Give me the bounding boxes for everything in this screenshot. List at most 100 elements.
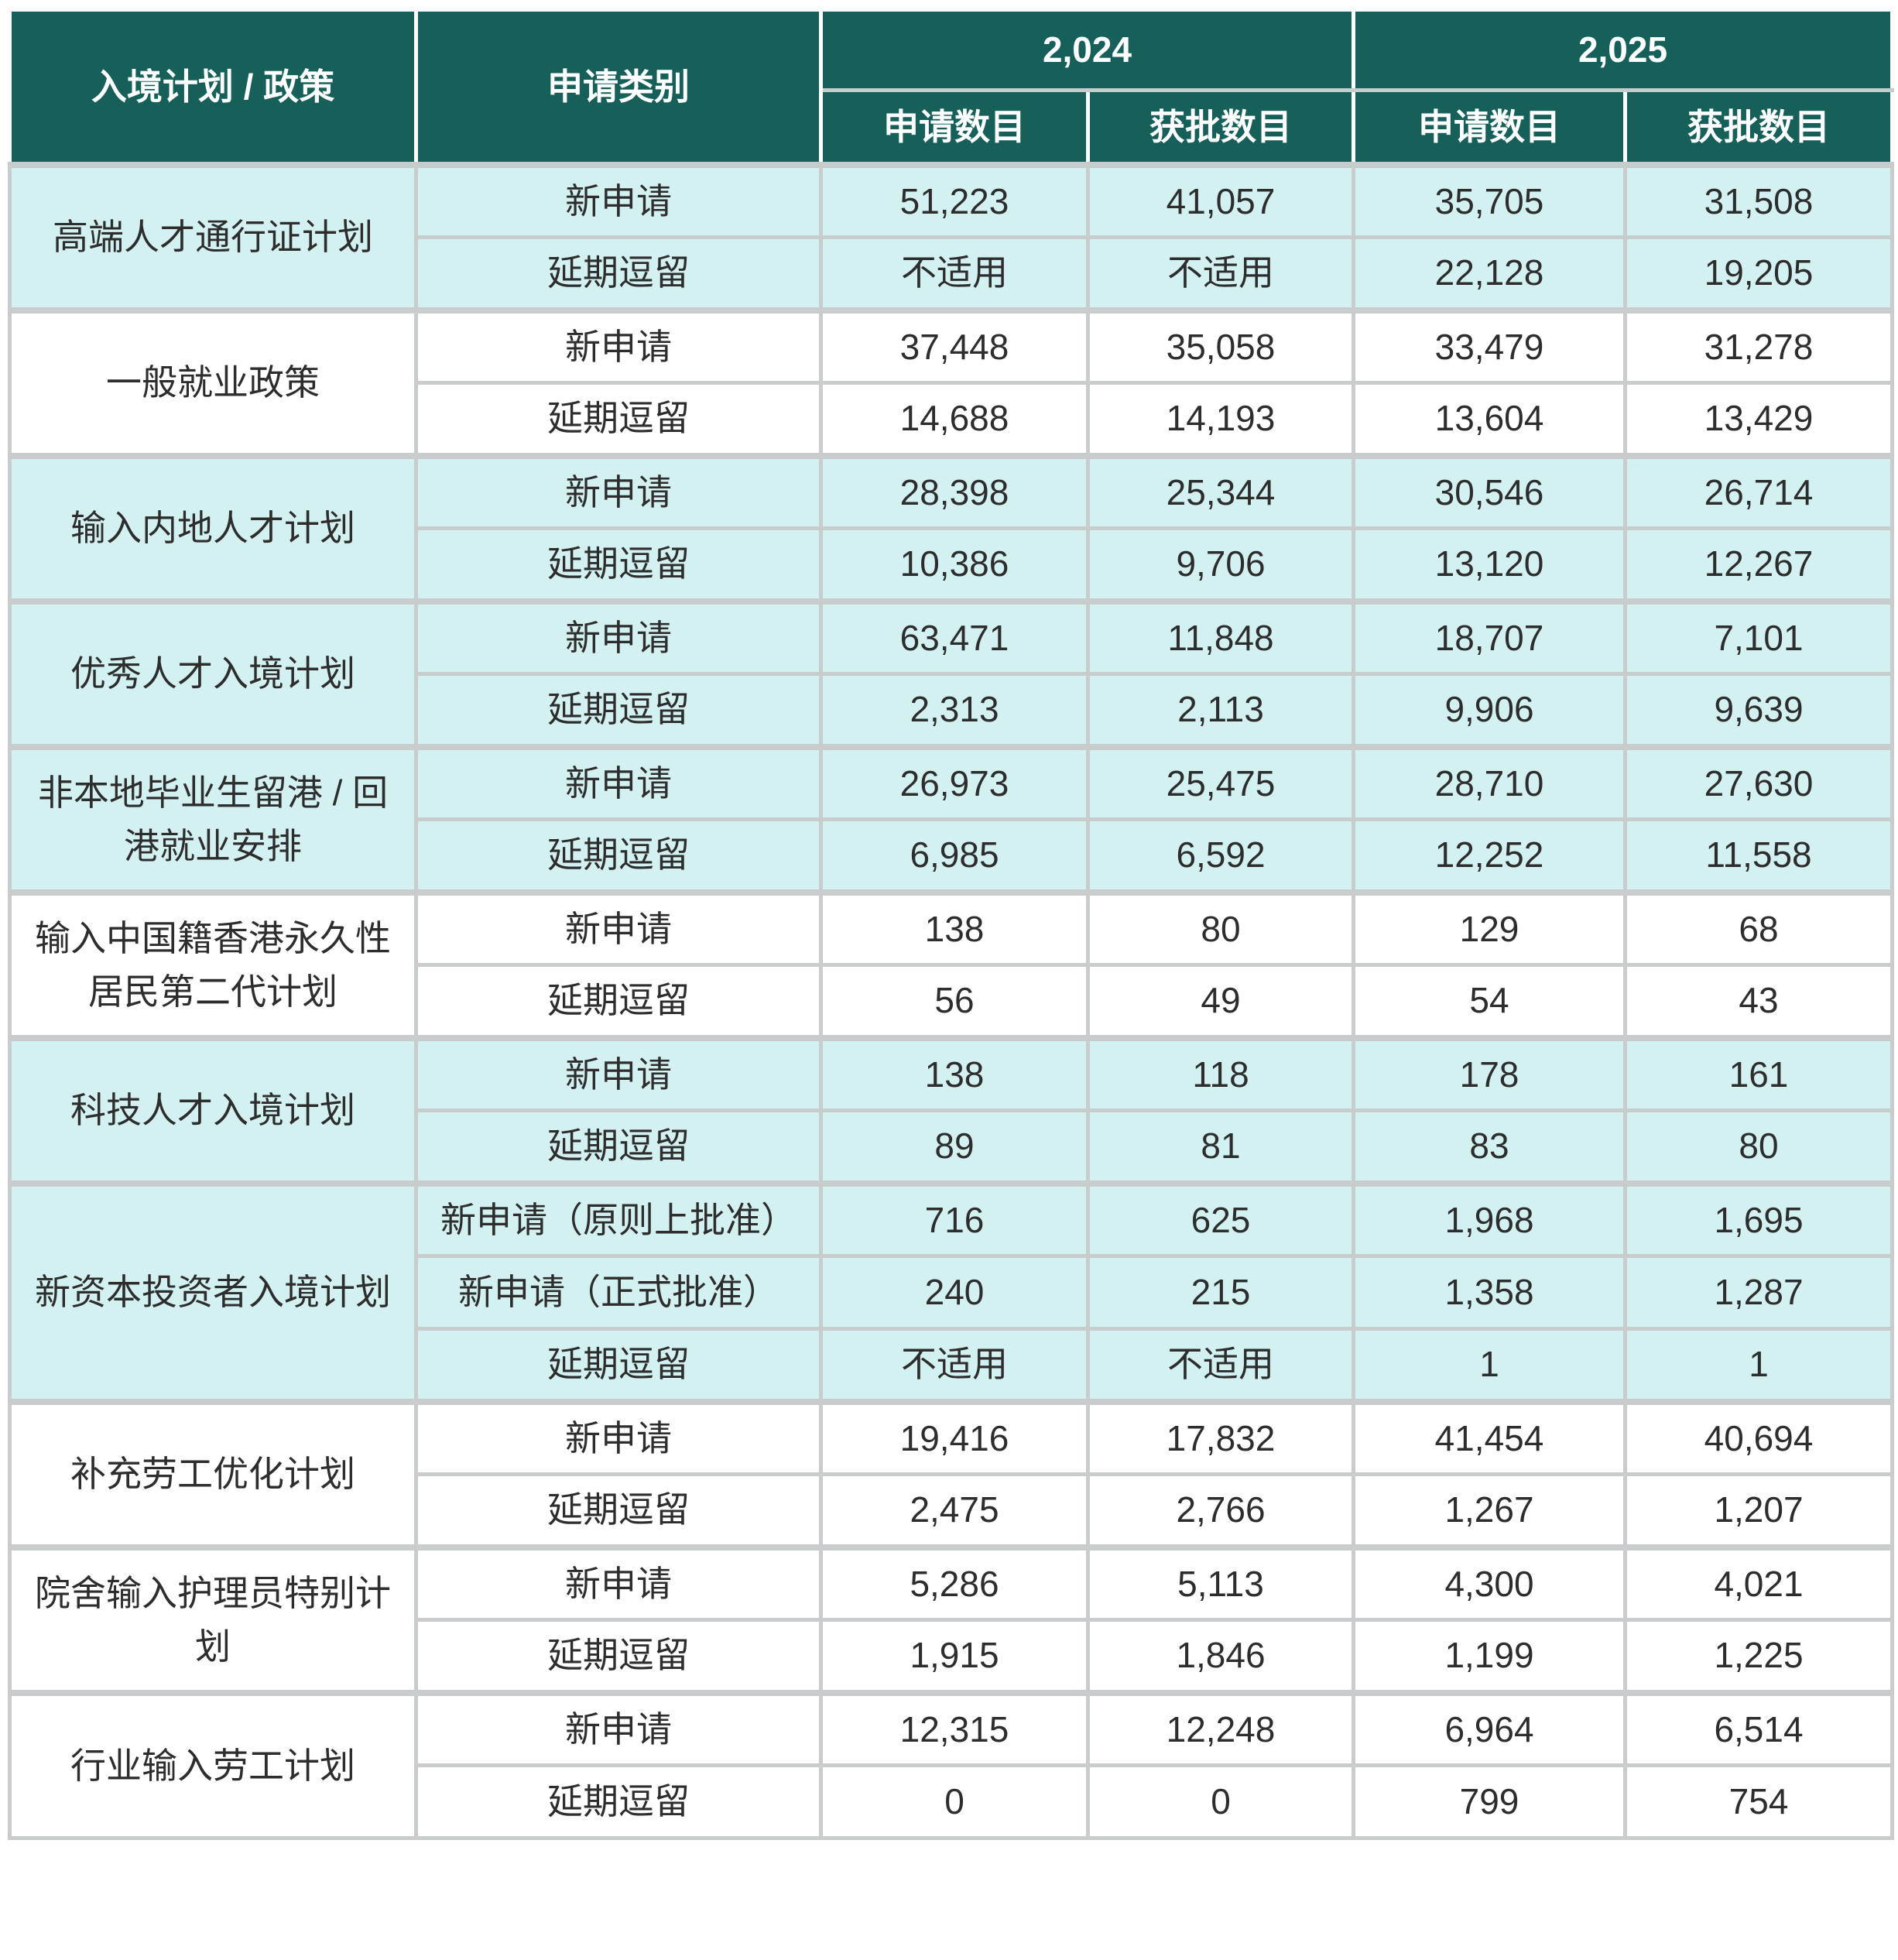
table-row: 延期逗留 6,985 6,592 12,252 11,558 <box>10 817 1894 894</box>
value-cell: 12,267 <box>1623 526 1894 603</box>
value-cell: 68 <box>1623 889 1894 967</box>
category-cell: 延期逗留 <box>414 235 823 312</box>
scheme-cell: 非本地毕业生留港 / 回港就业安排 <box>8 743 418 894</box>
value-cell: 2,475 <box>819 1472 1090 1549</box>
scheme-cell: 一般就业政策 <box>8 307 418 457</box>
value-cell: 不适用 <box>819 235 1090 312</box>
value-cell: 54 <box>1352 963 1627 1040</box>
table-row: 新资本投资者入境计划 新申请（原则上批准） 716 625 1,968 1,69… <box>8 1180 1894 1403</box>
applications-subheader-2024: 申请数目 <box>819 88 1090 166</box>
year-2025-header: 2,025 <box>1352 8 1894 92</box>
value-cell: 625 <box>1086 1180 1355 1258</box>
value-cell: 41,454 <box>1352 1398 1627 1476</box>
scheme-cell: 科技人才入境计划 <box>8 1034 418 1185</box>
table-row: 延期逗留 不适用 不适用 22,128 19,205 <box>10 235 1894 312</box>
value-cell: 1 <box>1623 1327 1894 1403</box>
category-cell: 延期逗留 <box>414 1472 823 1549</box>
header-row-years: 入境计划 / 政策 申请类别 2,024 2,025 <box>8 8 1894 166</box>
value-cell: 10,386 <box>819 526 1090 603</box>
value-cell: 13,120 <box>1352 526 1627 603</box>
value-cell: 13,429 <box>1623 381 1894 457</box>
value-cell: 5,113 <box>1086 1544 1355 1622</box>
value-cell: 12,315 <box>819 1689 1090 1767</box>
category-cell: 新申请 <box>414 1689 823 1767</box>
value-cell: 1,225 <box>1623 1618 1894 1694</box>
value-cell: 0 <box>819 1763 1090 1840</box>
value-cell: 26,973 <box>819 743 1090 821</box>
value-cell: 33,479 <box>1352 307 1627 385</box>
scheme-cell: 优秀人才入境计划 <box>8 598 418 749</box>
value-cell: 49 <box>1086 963 1355 1040</box>
category-cell: 延期逗留 <box>414 672 823 749</box>
value-cell: 80 <box>1623 1108 1894 1185</box>
value-cell: 215 <box>1086 1254 1355 1331</box>
table-row: 延期逗留 0 0 799 754 <box>10 1763 1894 1840</box>
value-cell: 6,514 <box>1623 1689 1894 1767</box>
approvals-subheader-2024: 获批数目 <box>1086 88 1355 166</box>
value-cell: 1,267 <box>1352 1472 1627 1549</box>
value-cell: 28,398 <box>819 452 1090 530</box>
value-cell: 40,694 <box>1623 1398 1894 1476</box>
value-cell: 不适用 <box>1086 235 1355 312</box>
table-row: 补充劳工优化计划 新申请 19,416 17,832 41,454 40,694 <box>8 1398 1894 1549</box>
value-cell: 28,710 <box>1352 743 1627 821</box>
value-cell: 4,300 <box>1352 1544 1627 1622</box>
value-cell: 1,695 <box>1623 1180 1894 1258</box>
table-row: 延期逗留 56 49 54 43 <box>10 963 1894 1040</box>
value-cell: 118 <box>1086 1034 1355 1112</box>
scheme-cell: 院舍输入护理员特别计划 <box>8 1544 418 1694</box>
immigration-schemes-table: 入境计划 / 政策 申请类别 2,024 2,025 申请数目 获批数目 申请数… <box>8 8 1894 1840</box>
table-row: 延期逗留 不适用 不适用 1 1 <box>10 1327 1894 1403</box>
value-cell: 11,558 <box>1623 817 1894 894</box>
scheme-cell: 补充劳工优化计划 <box>8 1398 418 1549</box>
value-cell: 43 <box>1623 963 1894 1040</box>
value-cell: 2,113 <box>1086 672 1355 749</box>
value-cell: 37,448 <box>819 307 1090 385</box>
value-cell: 1,207 <box>1623 1472 1894 1549</box>
value-cell: 27,630 <box>1623 743 1894 821</box>
table-row: 输入中国籍香港永久性居民第二代计划 新申请 138 80 129 68 <box>8 889 1894 1040</box>
value-cell: 19,416 <box>819 1398 1090 1476</box>
value-cell: 51,223 <box>819 161 1090 239</box>
value-cell: 1,287 <box>1623 1254 1894 1331</box>
category-cell: 延期逗留 <box>414 963 823 1040</box>
value-cell: 1 <box>1352 1327 1627 1403</box>
scheme-cell: 行业输入劳工计划 <box>8 1689 418 1840</box>
value-cell: 18,707 <box>1352 598 1627 676</box>
category-cell: 新申请 <box>414 598 823 676</box>
value-cell: 9,706 <box>1086 526 1355 603</box>
value-cell: 9,639 <box>1623 672 1894 749</box>
value-cell: 25,344 <box>1086 452 1355 530</box>
value-cell: 138 <box>819 889 1090 967</box>
value-cell: 11,848 <box>1086 598 1355 676</box>
table-row: 延期逗留 2,475 2,766 1,267 1,207 <box>10 1472 1894 1549</box>
value-cell: 161 <box>1623 1034 1894 1112</box>
value-cell: 1,846 <box>1086 1618 1355 1694</box>
category-cell: 新申请（原则上批准） <box>414 1180 823 1258</box>
category-cell: 延期逗留 <box>414 381 823 457</box>
value-cell: 1,915 <box>819 1618 1090 1694</box>
table-row: 非本地毕业生留港 / 回港就业安排 新申请 26,973 25,475 28,7… <box>8 743 1894 894</box>
scheme-cell: 新资本投资者入境计划 <box>8 1180 418 1403</box>
value-cell: 14,193 <box>1086 381 1355 457</box>
value-cell: 31,278 <box>1623 307 1894 385</box>
category-cell: 延期逗留 <box>414 1108 823 1185</box>
category-column-header: 申请类别 <box>414 8 823 166</box>
value-cell: 6,964 <box>1352 1689 1627 1767</box>
table-row: 一般就业政策 新申请 37,448 35,058 33,479 31,278 <box>8 307 1894 457</box>
value-cell: 1,968 <box>1352 1180 1627 1258</box>
table-row: 院舍输入护理员特别计划 新申请 5,286 5,113 4,300 4,021 <box>8 1544 1894 1694</box>
category-cell: 新申请 <box>414 889 823 967</box>
header-row-subcolumns: 申请数目 获批数目 申请数目 获批数目 <box>10 88 1894 166</box>
table-row: 行业输入劳工计划 新申请 12,315 12,248 6,964 6,514 <box>8 1689 1894 1840</box>
table-row: 延期逗留 14,688 14,193 13,604 13,429 <box>10 381 1894 457</box>
table-row: 延期逗留 89 81 83 80 <box>10 1108 1894 1185</box>
value-cell: 12,252 <box>1352 817 1627 894</box>
applications-subheader-2025: 申请数目 <box>1352 88 1627 166</box>
category-cell: 新申请 <box>414 1544 823 1622</box>
category-cell: 延期逗留 <box>414 526 823 603</box>
category-cell: 延期逗留 <box>414 1763 823 1840</box>
value-cell: 83 <box>1352 1108 1627 1185</box>
value-cell: 12,248 <box>1086 1689 1355 1767</box>
